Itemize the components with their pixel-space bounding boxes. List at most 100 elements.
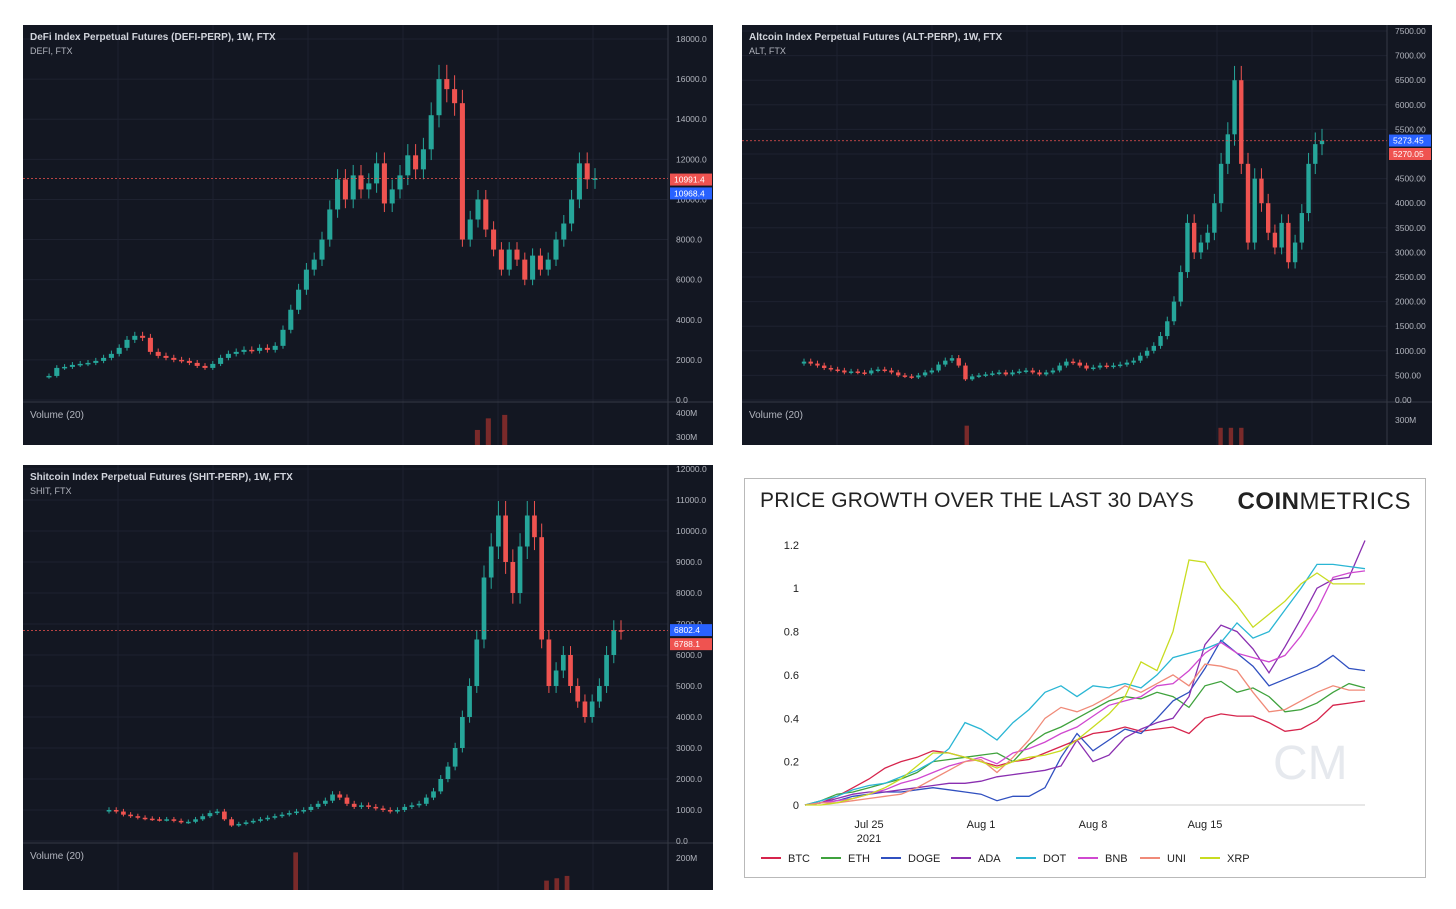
candle: [1010, 369, 1015, 377]
candle-body: [963, 365, 968, 380]
candle: [821, 362, 827, 371]
candle-body: [560, 655, 566, 671]
candle: [1144, 347, 1150, 359]
candle-body: [481, 577, 487, 640]
candle: [1037, 369, 1042, 377]
candle: [869, 367, 874, 376]
candle: [1043, 369, 1049, 377]
candle: [517, 533, 523, 604]
candle: [1286, 214, 1291, 269]
candle-body: [882, 369, 887, 371]
legend-label: DOGE: [908, 853, 940, 865]
grid: [742, 25, 1387, 445]
candle: [359, 802, 364, 810]
candle: [510, 549, 516, 604]
candle-body: [350, 175, 356, 200]
candle: [929, 367, 935, 375]
candle-body: [147, 337, 153, 352]
candle: [322, 797, 328, 807]
candle: [503, 500, 508, 574]
candle-body: [452, 748, 458, 767]
candle: [108, 350, 114, 361]
candle: [1232, 65, 1237, 146]
candle-body: [949, 358, 955, 361]
candle-body: [828, 368, 834, 370]
candle: [243, 820, 249, 826]
candle-body: [373, 806, 379, 809]
chart-panel-alt[interactable]: 7500.007000.006500.006000.005500.005000.…: [742, 25, 1432, 445]
series-line-ada: [804, 540, 1366, 806]
candle-body: [344, 797, 350, 804]
candle: [576, 152, 582, 209]
price-tick-label: 3500.00: [1395, 223, 1426, 233]
candle: [207, 810, 213, 818]
candle-body: [1299, 213, 1305, 243]
candle-body: [420, 149, 426, 170]
candle-body: [522, 259, 528, 280]
price-tick-label: 2500.00: [1395, 272, 1426, 282]
y-tick-label: 0.8: [784, 627, 799, 639]
candle: [1171, 296, 1177, 326]
candle-body: [569, 199, 575, 224]
candle: [862, 369, 867, 376]
candle-body: [936, 364, 941, 371]
candle: [337, 791, 343, 801]
price-tag-label: 5270.05: [1393, 149, 1424, 159]
candle-body: [128, 814, 133, 817]
candle: [553, 231, 559, 266]
chart-panel-shit[interactable]: 12000.0 11000.0 10000.0 9000.0 8000.0 7000.0 6…: [23, 465, 713, 890]
shit-chart-svg[interactable]: 12000.011000.010000.09000.08000.07000.06…: [23, 465, 713, 890]
candle: [922, 369, 928, 378]
candle-body: [265, 817, 270, 820]
candle-body: [1030, 370, 1035, 373]
price-tag: [670, 173, 712, 186]
price-tick-label: 6000.0: [676, 650, 702, 660]
candle-body: [1091, 367, 1096, 370]
candle: [969, 373, 975, 381]
candle: [875, 366, 881, 373]
volume-bar: [485, 418, 491, 445]
candle: [467, 210, 473, 247]
chart-panel-defi[interactable]: 18000.0 16000.0 14000.0 12000.0 10000.0 8000.…: [23, 25, 713, 445]
candle: [452, 75, 458, 116]
candle: [575, 678, 581, 708]
candle-body: [207, 813, 213, 817]
candle-body: [1239, 80, 1244, 164]
candle-body: [1077, 362, 1083, 366]
candle-body: [229, 819, 234, 826]
candle: [560, 646, 566, 679]
candle-body: [327, 209, 333, 240]
candle: [949, 355, 955, 363]
candle: [280, 325, 286, 349]
candle-body: [1070, 361, 1076, 364]
candle: [1097, 362, 1103, 370]
candle: [395, 807, 400, 814]
candle: [569, 189, 575, 232]
candle-body: [243, 822, 249, 824]
candle: [179, 356, 185, 364]
defi-chart-svg[interactable]: 18000.0 16000.0 14000.0 12000.0 10000.0 8000.…: [23, 25, 713, 445]
candle: [532, 500, 537, 551]
candle: [265, 815, 270, 821]
candle: [351, 800, 357, 810]
candle-body: [69, 364, 75, 367]
candle-body: [1165, 321, 1170, 337]
candle-body: [821, 365, 827, 369]
price-tick-label: 6000.00: [1395, 100, 1426, 110]
candle-body: [1198, 242, 1204, 253]
candle: [1124, 359, 1130, 367]
defi-chart-subtitle: DEFI, FTX: [30, 46, 73, 56]
candle: [315, 800, 321, 810]
price-tick-label: 1000.00: [1395, 346, 1426, 356]
candle: [200, 813, 206, 821]
alt-chart-svg[interactable]: 7500.007000.006500.006000.005500.005000.…: [742, 25, 1432, 445]
candle-body: [929, 370, 935, 373]
volume-bar: [474, 429, 480, 445]
candle: [319, 231, 325, 266]
candle: [990, 370, 995, 377]
candle-body: [459, 103, 465, 240]
candle: [272, 342, 278, 353]
candle-body: [337, 794, 343, 798]
candle-body: [956, 358, 961, 366]
candle-body: [389, 189, 395, 204]
